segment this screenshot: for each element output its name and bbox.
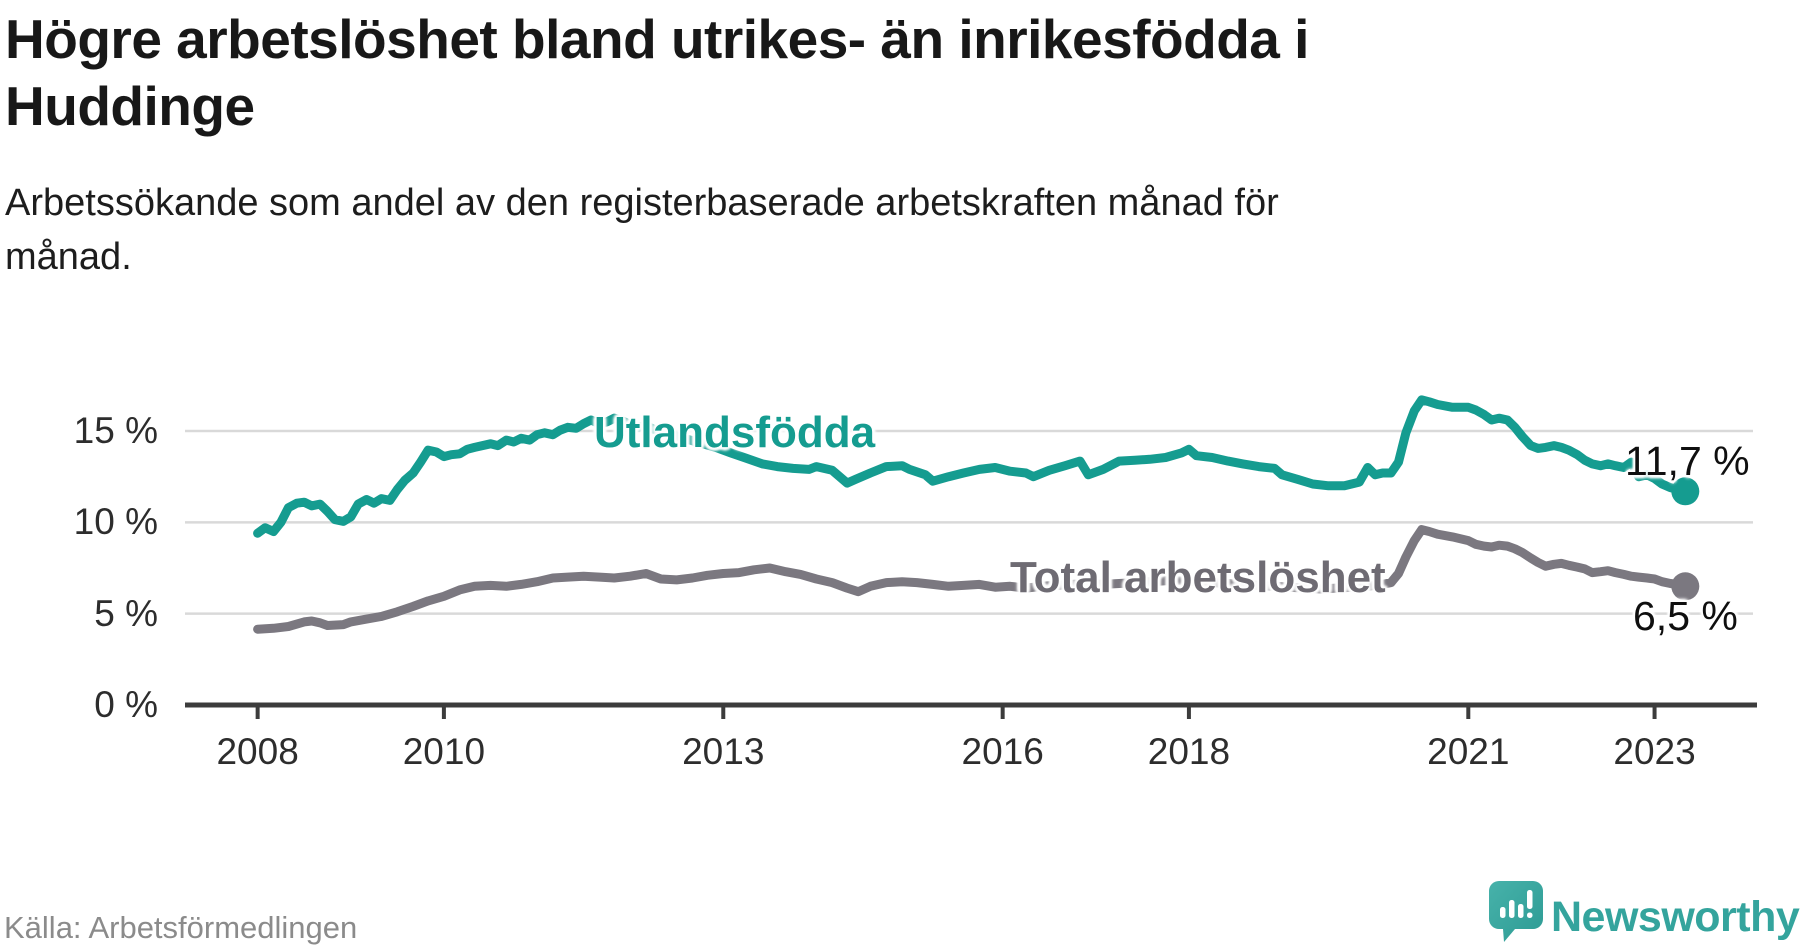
chart-subtitle: Arbetssökande som andel av den registerb… — [5, 176, 1279, 284]
x-axis-label-2016: 2016 — [961, 731, 1044, 772]
series-label-total-arbetsloshet: Total arbetslöshet — [1010, 553, 1386, 602]
y-axis-label-0: 0 % — [94, 684, 158, 725]
bar-icon-3 — [1518, 904, 1524, 918]
page-title-line-2: Huddinge — [5, 75, 255, 137]
end-value-label-total: 6,5 % — [1633, 593, 1738, 639]
bar-icon-2 — [1509, 900, 1515, 918]
x-axis-label-2008: 2008 — [216, 731, 299, 772]
end-dot-total-arbetsl-shet — [1671, 572, 1700, 601]
newsworthy-wordmark: Newsworthy — [1551, 893, 1800, 941]
speech-bubble-shape — [1489, 881, 1543, 942]
x-axis-label-2021: 2021 — [1427, 731, 1510, 772]
y-axis-label-10: 10 % — [73, 501, 158, 543]
series-label-utlandsfodda: Utlandsfödda — [594, 408, 876, 457]
page-title: Högre arbetslöshet bland utrikes- än inr… — [5, 6, 1309, 140]
end-dot-utlandsf-dda — [1671, 477, 1700, 506]
y-axis-label-5: 5 % — [94, 592, 158, 634]
x-axis-label-2023: 2023 — [1613, 731, 1696, 772]
newsworthy-logo-icon — [1489, 881, 1543, 942]
exclamation-bar-icon — [1527, 890, 1533, 909]
exclamation-dot-icon — [1527, 912, 1533, 918]
data-line-utlandsf-dda — [253, 395, 1690, 538]
source-note: Källa: Arbetsförmedlingen — [4, 910, 358, 945]
x-axis-label-2010: 2010 — [402, 731, 486, 772]
x-axis-label-2013: 2013 — [682, 731, 765, 772]
chart-subtitle-line-1: Arbetssökande som andel av den registerb… — [5, 182, 1279, 224]
end-value-label-utlandsfodda: 11,7 % — [1625, 438, 1750, 484]
page-title-line-1: Högre arbetslöshet bland utrikes- än inr… — [5, 8, 1309, 70]
data-line-total-arbetsl-shet — [253, 525, 1690, 634]
x-axis-label-2018: 2018 — [1147, 731, 1231, 772]
bar-icon-1 — [1500, 907, 1506, 918]
y-axis-label-15: 15 % — [73, 409, 158, 451]
chart-subtitle-line-2: månad. — [5, 236, 132, 278]
